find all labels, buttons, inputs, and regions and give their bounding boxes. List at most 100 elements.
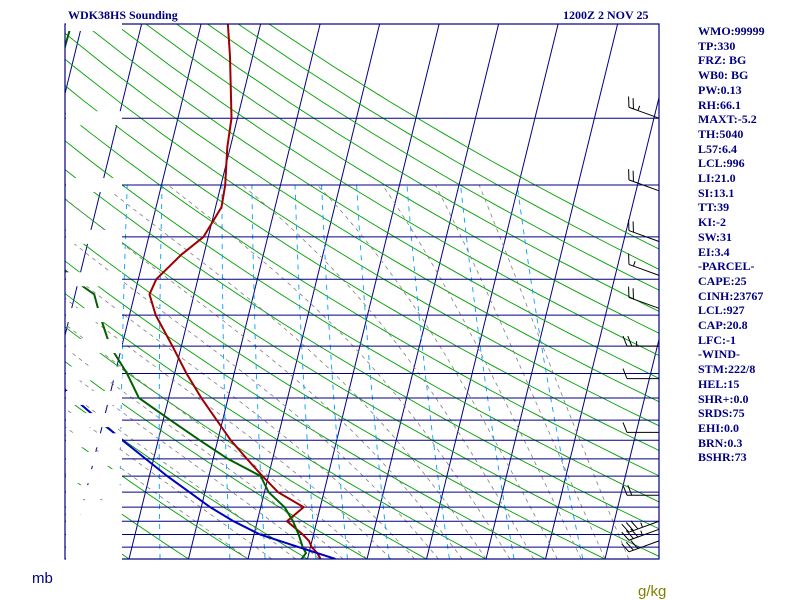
index-item: CAP:20.8 (698, 318, 748, 333)
y-unit-label: mb (32, 570, 53, 587)
isotherm-line (485, 24, 619, 559)
height-label-bg (66, 229, 122, 244)
height-label-bg (66, 514, 122, 529)
index-item: HEL:15 (698, 376, 740, 391)
dry-adiabat (65, 360, 368, 559)
wind-barb-flag (621, 523, 630, 533)
index-item: LI:21.0 (698, 171, 736, 186)
index-item: LCL:996 (698, 156, 745, 171)
wind-barb-staff (628, 106, 660, 119)
moist-adiabat (65, 347, 344, 559)
height-label-bg (66, 552, 122, 566)
height-label-bg (66, 178, 122, 193)
index-item: TP:330 (698, 38, 736, 53)
wind-barb-flag (627, 485, 633, 496)
wind-barb-flag (630, 528, 639, 538)
mixing-ratio-line (221, 185, 231, 559)
index-item: TH:5040 (698, 126, 744, 141)
wind-barb-flag (627, 335, 633, 347)
height-label-bg (66, 390, 122, 405)
isotherm-line (604, 337, 659, 559)
wind-barb-flag (622, 335, 628, 347)
height-label-bg (66, 433, 122, 448)
height-label-bg (66, 413, 122, 428)
index-item: CAPE:25 (698, 273, 747, 288)
wind-barb-staff (628, 296, 660, 309)
isotherm-line (128, 24, 262, 559)
wind-barb-half (637, 105, 641, 111)
index-item: LFC:-1 (698, 332, 736, 347)
index-item: SHR+:0.0 (698, 391, 749, 406)
wind-barb-half (640, 522, 643, 528)
plot-frame (64, 23, 660, 560)
temperature-line (148, 24, 322, 559)
wind-barb-flag (622, 485, 628, 496)
mixing-ratio-line (321, 185, 348, 559)
isotherm-line (188, 24, 321, 559)
mixing-ratio-line (406, 185, 450, 559)
height-label-bg (66, 366, 122, 381)
index-item: FRZ: BG (698, 53, 747, 68)
wind-barb-flag (622, 422, 628, 433)
height-label-bg (66, 111, 122, 126)
height-label-bg (66, 272, 122, 287)
dry-adiabat (65, 434, 249, 559)
index-item: CINH:23767 (698, 288, 764, 303)
index-item: WB0: BG (698, 68, 749, 83)
dewpoint-line (65, 24, 308, 559)
height-label-bg (66, 308, 122, 323)
moist-adiabat (435, 184, 606, 559)
grid-layer (65, 24, 659, 559)
height-label-bg (66, 527, 122, 542)
height-label-bg (66, 339, 122, 354)
wind-barb-flag (622, 368, 628, 379)
wind-barb-flag (625, 541, 634, 551)
index-item: L57:6.4 (698, 141, 737, 156)
wind-barb-staff (628, 528, 660, 541)
mixing-ratio-line (158, 185, 163, 559)
wind-barb-half (632, 261, 636, 267)
wind-barb-flag (621, 543, 630, 553)
height-label-bg (66, 451, 122, 466)
mixing-unit-label: g/kg (638, 583, 666, 600)
wind-barb-staff (628, 230, 660, 242)
isotherm-line (247, 24, 381, 559)
moist-adiabat (65, 297, 392, 559)
chart-title: WDK38HS Sounding (68, 8, 178, 22)
index-item: SRDS:75 (698, 406, 745, 421)
moist-adiabat (102, 184, 487, 559)
wind-barb-flag (625, 522, 634, 531)
mixing-ratio-line (460, 185, 515, 559)
index-item: EI:3.4 (698, 244, 730, 259)
series-layer (65, 24, 336, 559)
index-item: SI:13.1 (698, 185, 735, 200)
index-item: EHI:0.0 (698, 420, 740, 435)
label-layer (64, 17, 660, 566)
wind-barb-flag (625, 530, 634, 539)
wind-barb-staff (628, 179, 660, 192)
height-label-bg (66, 469, 122, 484)
chart-time: 1200Z 2 NOV 25 (563, 8, 648, 22)
mixing-ratio-line (294, 185, 317, 559)
isotherm-line (366, 24, 500, 559)
isotherm-line (426, 24, 559, 559)
mixing-ratio-line (251, 185, 266, 559)
height-label-bg (66, 540, 122, 555)
wind-barb-flag (621, 531, 630, 541)
index-item: -WIND- (698, 347, 740, 362)
wind-barb-staff (628, 520, 660, 533)
wind-barb-staff (628, 263, 660, 276)
index-item: BSHR:73 (698, 450, 747, 465)
dry-adiabat (65, 32, 659, 403)
moist-adiabat (65, 407, 273, 559)
dry-adiabat (65, 58, 659, 427)
isotherm-line (545, 95, 659, 559)
index-item: STM:222/8 (698, 362, 756, 377)
wind-barb-half (640, 530, 643, 536)
height-label-bg (66, 17, 122, 31)
index-item: WMO:99999 (698, 24, 765, 38)
wind-barb-staff (628, 540, 660, 553)
height-label-bg (66, 500, 122, 515)
moist-adiabat (65, 323, 368, 559)
